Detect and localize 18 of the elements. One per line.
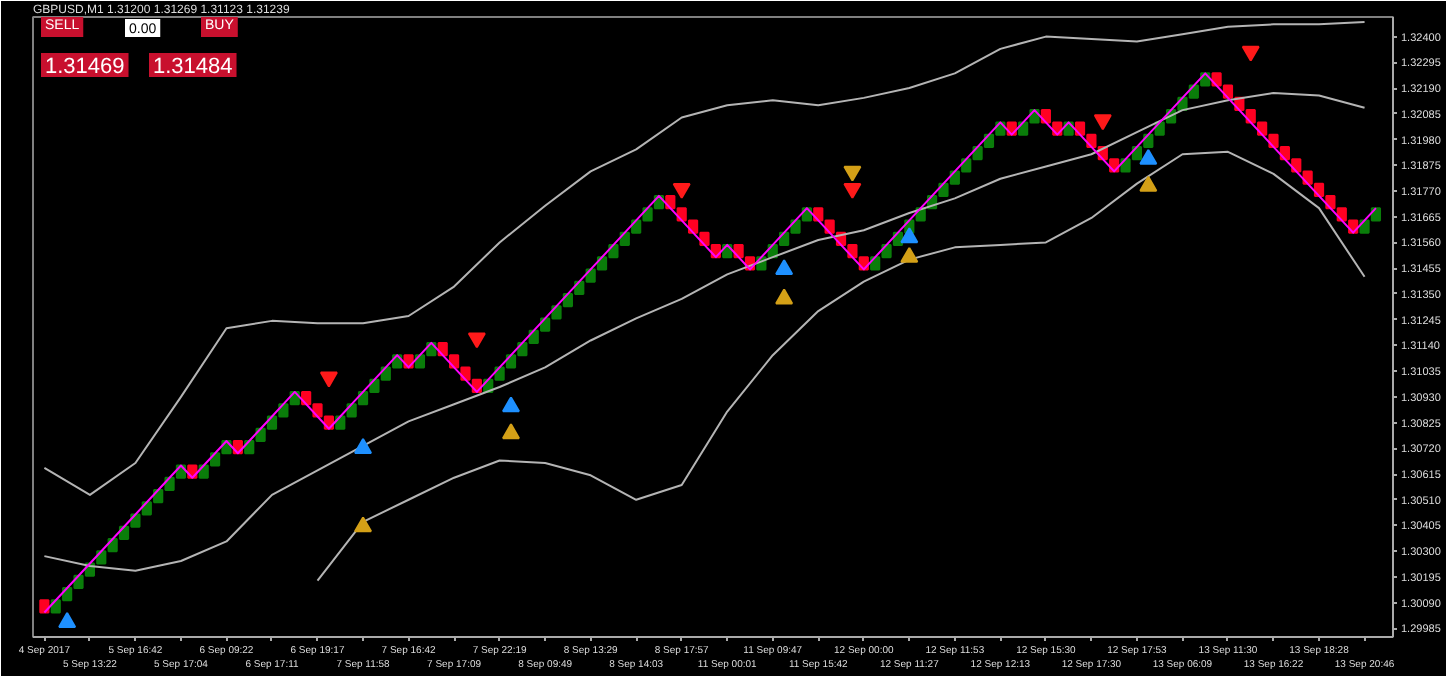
annotation: 1.31484	[153, 55, 233, 79]
point	[1241, 45, 1260, 62]
line-series	[316, 150, 1366, 582]
line-series	[43, 20, 1366, 496]
point	[354, 438, 373, 454]
point	[900, 227, 919, 244]
point	[900, 246, 919, 263]
point	[58, 612, 77, 628]
point	[843, 165, 862, 182]
point	[501, 423, 520, 440]
point	[843, 182, 862, 199]
point	[501, 396, 520, 413]
point	[775, 259, 794, 276]
annotation: 1.31469	[45, 55, 125, 79]
point	[672, 182, 691, 199]
point	[354, 516, 373, 533]
point	[775, 288, 794, 305]
point	[1093, 114, 1112, 131]
